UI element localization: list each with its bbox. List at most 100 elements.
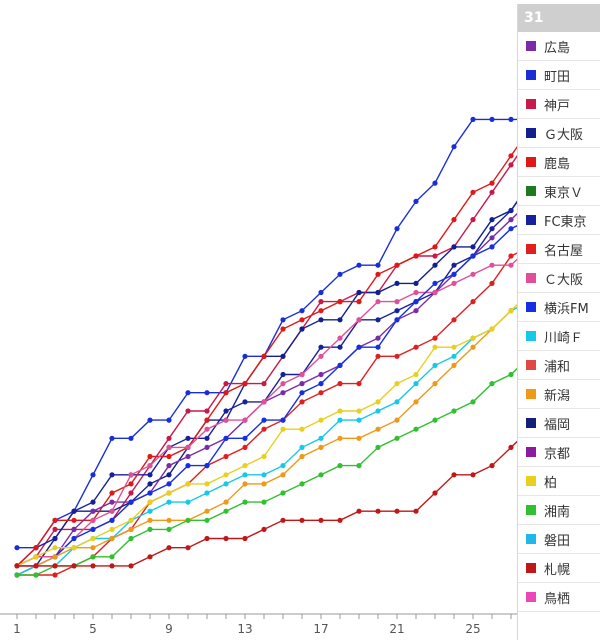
data-point[interactable]	[394, 353, 400, 359]
data-point[interactable]	[109, 472, 115, 478]
legend-item[interactable]: Ｇ大阪	[518, 119, 600, 148]
data-point[interactable]	[166, 490, 172, 496]
data-point[interactable]	[394, 381, 400, 387]
data-point[interactable]	[280, 317, 286, 323]
data-point[interactable]	[470, 271, 476, 277]
data-point[interactable]	[470, 253, 476, 259]
legend-item[interactable]: FC東京	[518, 206, 600, 235]
data-point[interactable]	[166, 472, 172, 478]
data-point[interactable]	[185, 390, 191, 396]
data-point[interactable]	[318, 444, 324, 450]
data-point[interactable]	[109, 517, 115, 523]
data-point[interactable]	[299, 381, 305, 387]
data-point[interactable]	[33, 572, 39, 578]
data-point[interactable]	[128, 435, 134, 441]
data-point[interactable]	[318, 417, 324, 423]
data-point[interactable]	[375, 444, 381, 450]
data-point[interactable]	[280, 371, 286, 378]
data-point[interactable]	[413, 299, 419, 305]
data-point[interactable]	[261, 453, 267, 460]
data-point[interactable]	[299, 453, 305, 460]
data-point[interactable]	[375, 335, 381, 341]
data-point[interactable]	[261, 426, 267, 432]
data-point[interactable]	[90, 526, 96, 533]
data-point[interactable]	[489, 244, 495, 250]
data-point[interactable]	[166, 499, 172, 505]
data-point[interactable]	[223, 508, 229, 514]
data-point[interactable]	[356, 463, 362, 469]
data-point[interactable]	[280, 517, 286, 523]
data-point[interactable]	[451, 472, 457, 478]
data-point[interactable]	[489, 235, 495, 241]
legend-item[interactable]: 札幌	[518, 554, 600, 583]
data-point[interactable]	[242, 535, 248, 542]
legend-item[interactable]: 福岡	[518, 409, 600, 438]
data-point[interactable]	[375, 344, 381, 350]
data-point[interactable]	[489, 381, 495, 387]
data-point[interactable]	[394, 508, 400, 514]
data-point[interactable]	[489, 262, 495, 268]
data-point[interactable]	[413, 198, 419, 204]
data-point[interactable]	[299, 444, 305, 450]
data-point[interactable]	[489, 226, 495, 232]
data-point[interactable]	[318, 390, 324, 396]
data-point[interactable]	[337, 435, 343, 441]
data-point[interactable]	[147, 463, 153, 469]
data-point[interactable]	[375, 271, 381, 277]
data-point[interactable]	[394, 226, 400, 232]
data-point[interactable]	[432, 335, 438, 341]
data-point[interactable]	[147, 417, 153, 423]
data-point[interactable]	[489, 189, 495, 195]
data-point[interactable]	[204, 390, 210, 396]
data-point[interactable]	[185, 481, 191, 487]
data-point[interactable]	[185, 408, 191, 414]
data-point[interactable]	[223, 535, 229, 542]
data-point[interactable]	[337, 335, 343, 341]
data-point[interactable]	[413, 253, 419, 259]
legend-item[interactable]: 名古屋	[518, 235, 600, 264]
data-point[interactable]	[128, 526, 134, 533]
data-point[interactable]	[261, 399, 267, 405]
data-point[interactable]	[432, 244, 438, 250]
data-point[interactable]	[470, 472, 476, 478]
data-point[interactable]	[432, 381, 438, 387]
data-point[interactable]	[52, 572, 58, 578]
data-point[interactable]	[185, 545, 191, 551]
data-point[interactable]	[470, 244, 476, 250]
data-point[interactable]	[33, 563, 39, 569]
data-point[interactable]	[451, 317, 457, 323]
data-point[interactable]	[223, 435, 229, 441]
data-point[interactable]	[223, 408, 229, 414]
data-point[interactable]	[109, 554, 115, 560]
data-point[interactable]	[432, 289, 438, 296]
data-point[interactable]	[71, 526, 77, 533]
data-point[interactable]	[71, 535, 77, 542]
data-point[interactable]	[90, 499, 96, 505]
data-point[interactable]	[261, 499, 267, 505]
data-point[interactable]	[318, 344, 324, 350]
legend-item[interactable]: 神戸	[518, 90, 600, 119]
data-point[interactable]	[432, 180, 438, 186]
data-point[interactable]	[337, 271, 343, 277]
legend-item[interactable]: 鹿島	[518, 148, 600, 177]
data-point[interactable]	[166, 545, 172, 551]
data-point[interactable]	[242, 399, 248, 405]
data-point[interactable]	[413, 508, 419, 514]
data-point[interactable]	[52, 517, 58, 523]
data-point[interactable]	[451, 271, 457, 277]
data-point[interactable]	[489, 463, 495, 469]
data-point[interactable]	[204, 417, 210, 423]
data-point[interactable]	[71, 563, 77, 569]
data-point[interactable]	[71, 517, 77, 523]
data-point[interactable]	[242, 463, 248, 469]
data-point[interactable]	[166, 481, 172, 487]
data-point[interactable]	[128, 472, 134, 478]
data-point[interactable]	[33, 545, 39, 551]
data-point[interactable]	[280, 381, 286, 387]
data-point[interactable]	[33, 554, 39, 560]
data-point[interactable]	[261, 526, 267, 533]
data-point[interactable]	[470, 399, 476, 405]
data-point[interactable]	[52, 545, 58, 551]
data-point[interactable]	[280, 326, 286, 332]
data-point[interactable]	[166, 453, 172, 460]
